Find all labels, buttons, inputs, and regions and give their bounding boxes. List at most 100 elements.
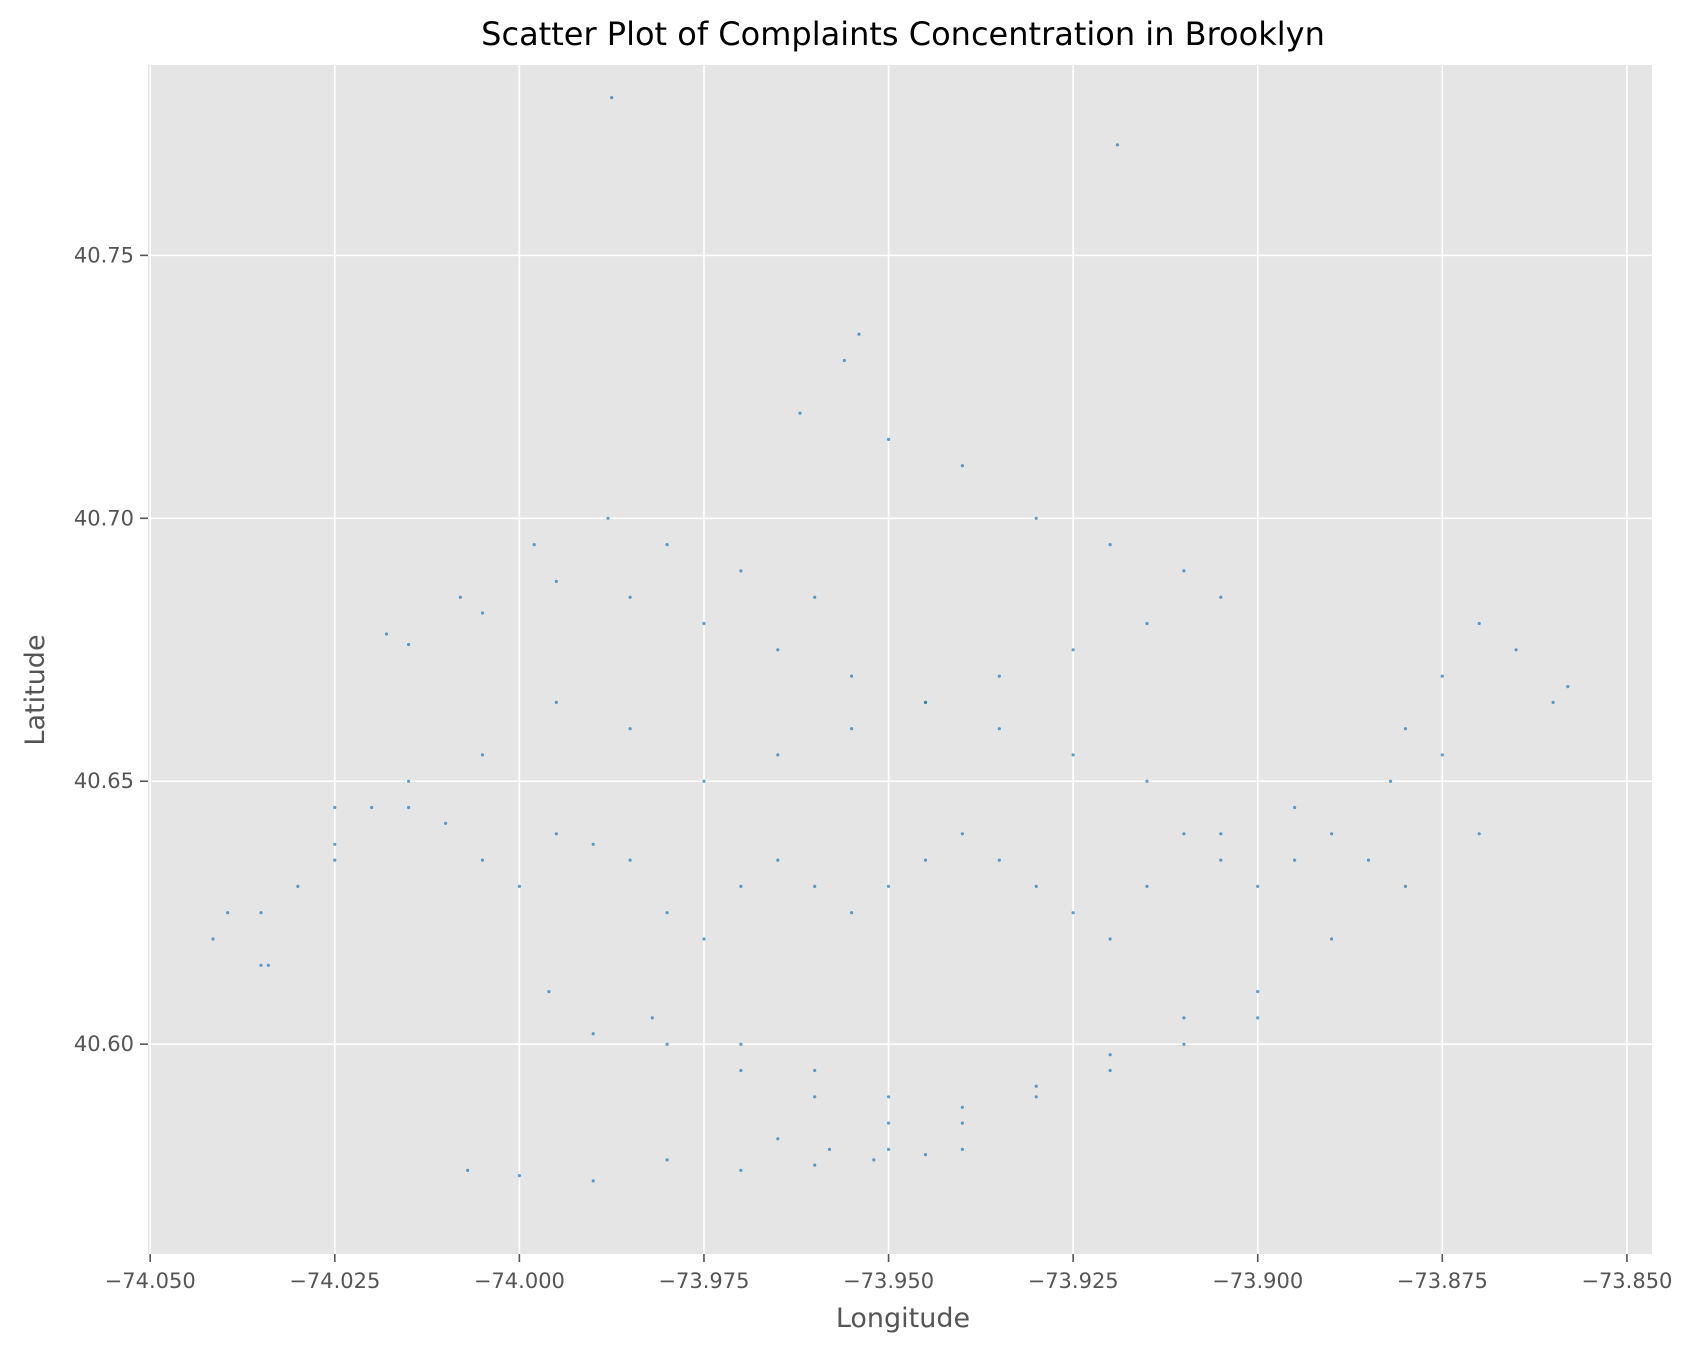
data-point (650, 1016, 654, 1020)
data-point (1219, 595, 1223, 599)
data-point (610, 96, 614, 100)
data-point (554, 832, 558, 836)
data-point (813, 1163, 817, 1167)
x-tick-label: −74.025 (289, 1269, 380, 1293)
data-point (813, 1095, 817, 1099)
data-point (776, 648, 780, 652)
data-point (923, 858, 928, 862)
data-point (739, 1168, 743, 1172)
data-point (384, 632, 389, 636)
data-point (872, 1158, 876, 1162)
data-point (813, 884, 817, 889)
data-point (466, 1168, 470, 1172)
x-tick-label: −73.950 (843, 1269, 934, 1293)
data-point (1034, 516, 1038, 520)
data-point (1182, 1016, 1186, 1020)
data-point (333, 842, 337, 846)
data-point (517, 1174, 522, 1178)
data-point (1440, 753, 1444, 757)
data-point (813, 1068, 817, 1073)
data-point (1108, 937, 1112, 941)
grid-lines (148, 65, 1652, 1254)
data-point (547, 990, 551, 994)
data-point (1182, 1042, 1186, 1046)
data-point (776, 753, 780, 757)
data-point (1034, 1084, 1038, 1088)
y-axis-ticks: 40.60 40.65 40.70 40.75 (74, 243, 148, 1056)
data-point (1108, 1068, 1112, 1073)
data-point (266, 963, 270, 967)
data-point (591, 1179, 595, 1183)
data-point (1071, 911, 1075, 915)
data-point (554, 579, 558, 584)
data-point (1330, 937, 1334, 941)
data-point (739, 884, 743, 889)
data-point (1145, 884, 1149, 889)
data-point (850, 727, 854, 731)
data-point (628, 595, 632, 599)
data-point (1219, 858, 1223, 862)
data-point (857, 332, 861, 336)
data-point (1071, 753, 1075, 757)
data-point (1256, 990, 1260, 994)
x-axis-ticks: −74.050 −74.025 −74.000 −73.975 −73.950 −73.9… (105, 1254, 1672, 1293)
data-point (997, 727, 1001, 731)
y-tick-label: 40.60 (74, 1032, 134, 1056)
data-point (665, 543, 669, 547)
data-point (1566, 685, 1570, 689)
data-point (960, 832, 965, 836)
data-point (997, 674, 1001, 678)
x-tick-label: −73.925 (1028, 1269, 1119, 1293)
data-point (458, 595, 462, 599)
data-point (1366, 858, 1371, 862)
data-point (628, 858, 632, 862)
data-point (1182, 832, 1186, 836)
data-point (887, 437, 891, 441)
y-tick-label: 40.70 (74, 506, 134, 530)
x-tick-label: −73.875 (1397, 1269, 1488, 1293)
data-point (606, 516, 610, 520)
data-point (850, 911, 854, 915)
data-point (259, 911, 263, 915)
x-tick-label: −74.050 (105, 1269, 196, 1293)
data-point (960, 1121, 965, 1125)
data-point (333, 805, 337, 810)
x-tick-label: −73.975 (658, 1269, 749, 1293)
data-point (923, 1153, 928, 1157)
y-tick-label: 40.65 (74, 769, 134, 793)
y-tick-label: 40.75 (74, 243, 134, 267)
data-point (1108, 1053, 1112, 1057)
data-point (776, 1137, 780, 1141)
data-point (1256, 1016, 1260, 1020)
data-point (1256, 884, 1260, 889)
data-point (1403, 884, 1407, 889)
data-point (1293, 805, 1297, 810)
data-point (407, 805, 411, 810)
data-point (444, 821, 448, 825)
data-points (211, 96, 1570, 1183)
data-point (1145, 779, 1149, 783)
data-point (739, 1042, 743, 1046)
data-point (1071, 648, 1075, 652)
data-point (532, 543, 536, 547)
data-point (702, 937, 706, 941)
data-point (960, 464, 965, 468)
data-point (554, 700, 558, 705)
data-point (333, 858, 337, 862)
data-point (1219, 832, 1223, 836)
data-point (776, 858, 780, 862)
data-point (1440, 674, 1444, 678)
data-point (960, 1147, 965, 1151)
data-point (628, 727, 632, 731)
data-point (480, 753, 485, 757)
data-point (702, 621, 706, 626)
data-point (827, 1147, 832, 1151)
data-point (1115, 143, 1119, 147)
chart-title: Scatter Plot of Complaints Concentration… (481, 15, 1325, 53)
data-point (1514, 648, 1518, 652)
data-point (1403, 727, 1407, 731)
data-point (739, 569, 743, 573)
data-point (259, 963, 263, 967)
data-point (665, 1042, 669, 1046)
